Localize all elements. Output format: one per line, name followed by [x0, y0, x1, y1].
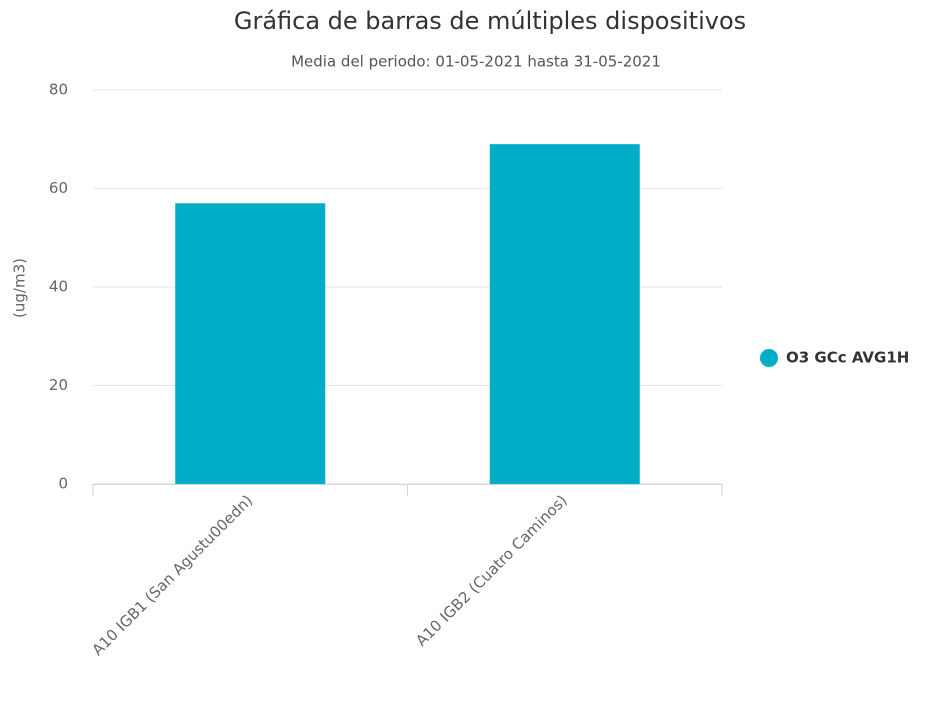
x-tick-label: A10 IGB1 (San Agustu00edn): [88, 491, 256, 659]
y-axis-label: (ug/m3): [11, 258, 29, 318]
y-tick-label: 60: [49, 179, 68, 197]
y-tick-label: 40: [49, 278, 68, 296]
bar: [175, 203, 326, 484]
chart-subtitle: Media del periodo: 01-05-2021 hasta 31-0…: [291, 53, 661, 71]
legend-label: O3 GCc AVG1H: [786, 349, 909, 367]
y-tick-label: 0: [58, 475, 68, 493]
y-tick-label: 80: [49, 81, 68, 99]
chart-title: Gráfica de barras de múltiples dispositi…: [234, 7, 746, 35]
legend-marker: [760, 349, 778, 367]
bar: [489, 144, 640, 485]
x-tick-label: A10 IGB2 (Cuatro Caminos): [412, 491, 571, 650]
y-tick-label: 20: [49, 376, 68, 394]
